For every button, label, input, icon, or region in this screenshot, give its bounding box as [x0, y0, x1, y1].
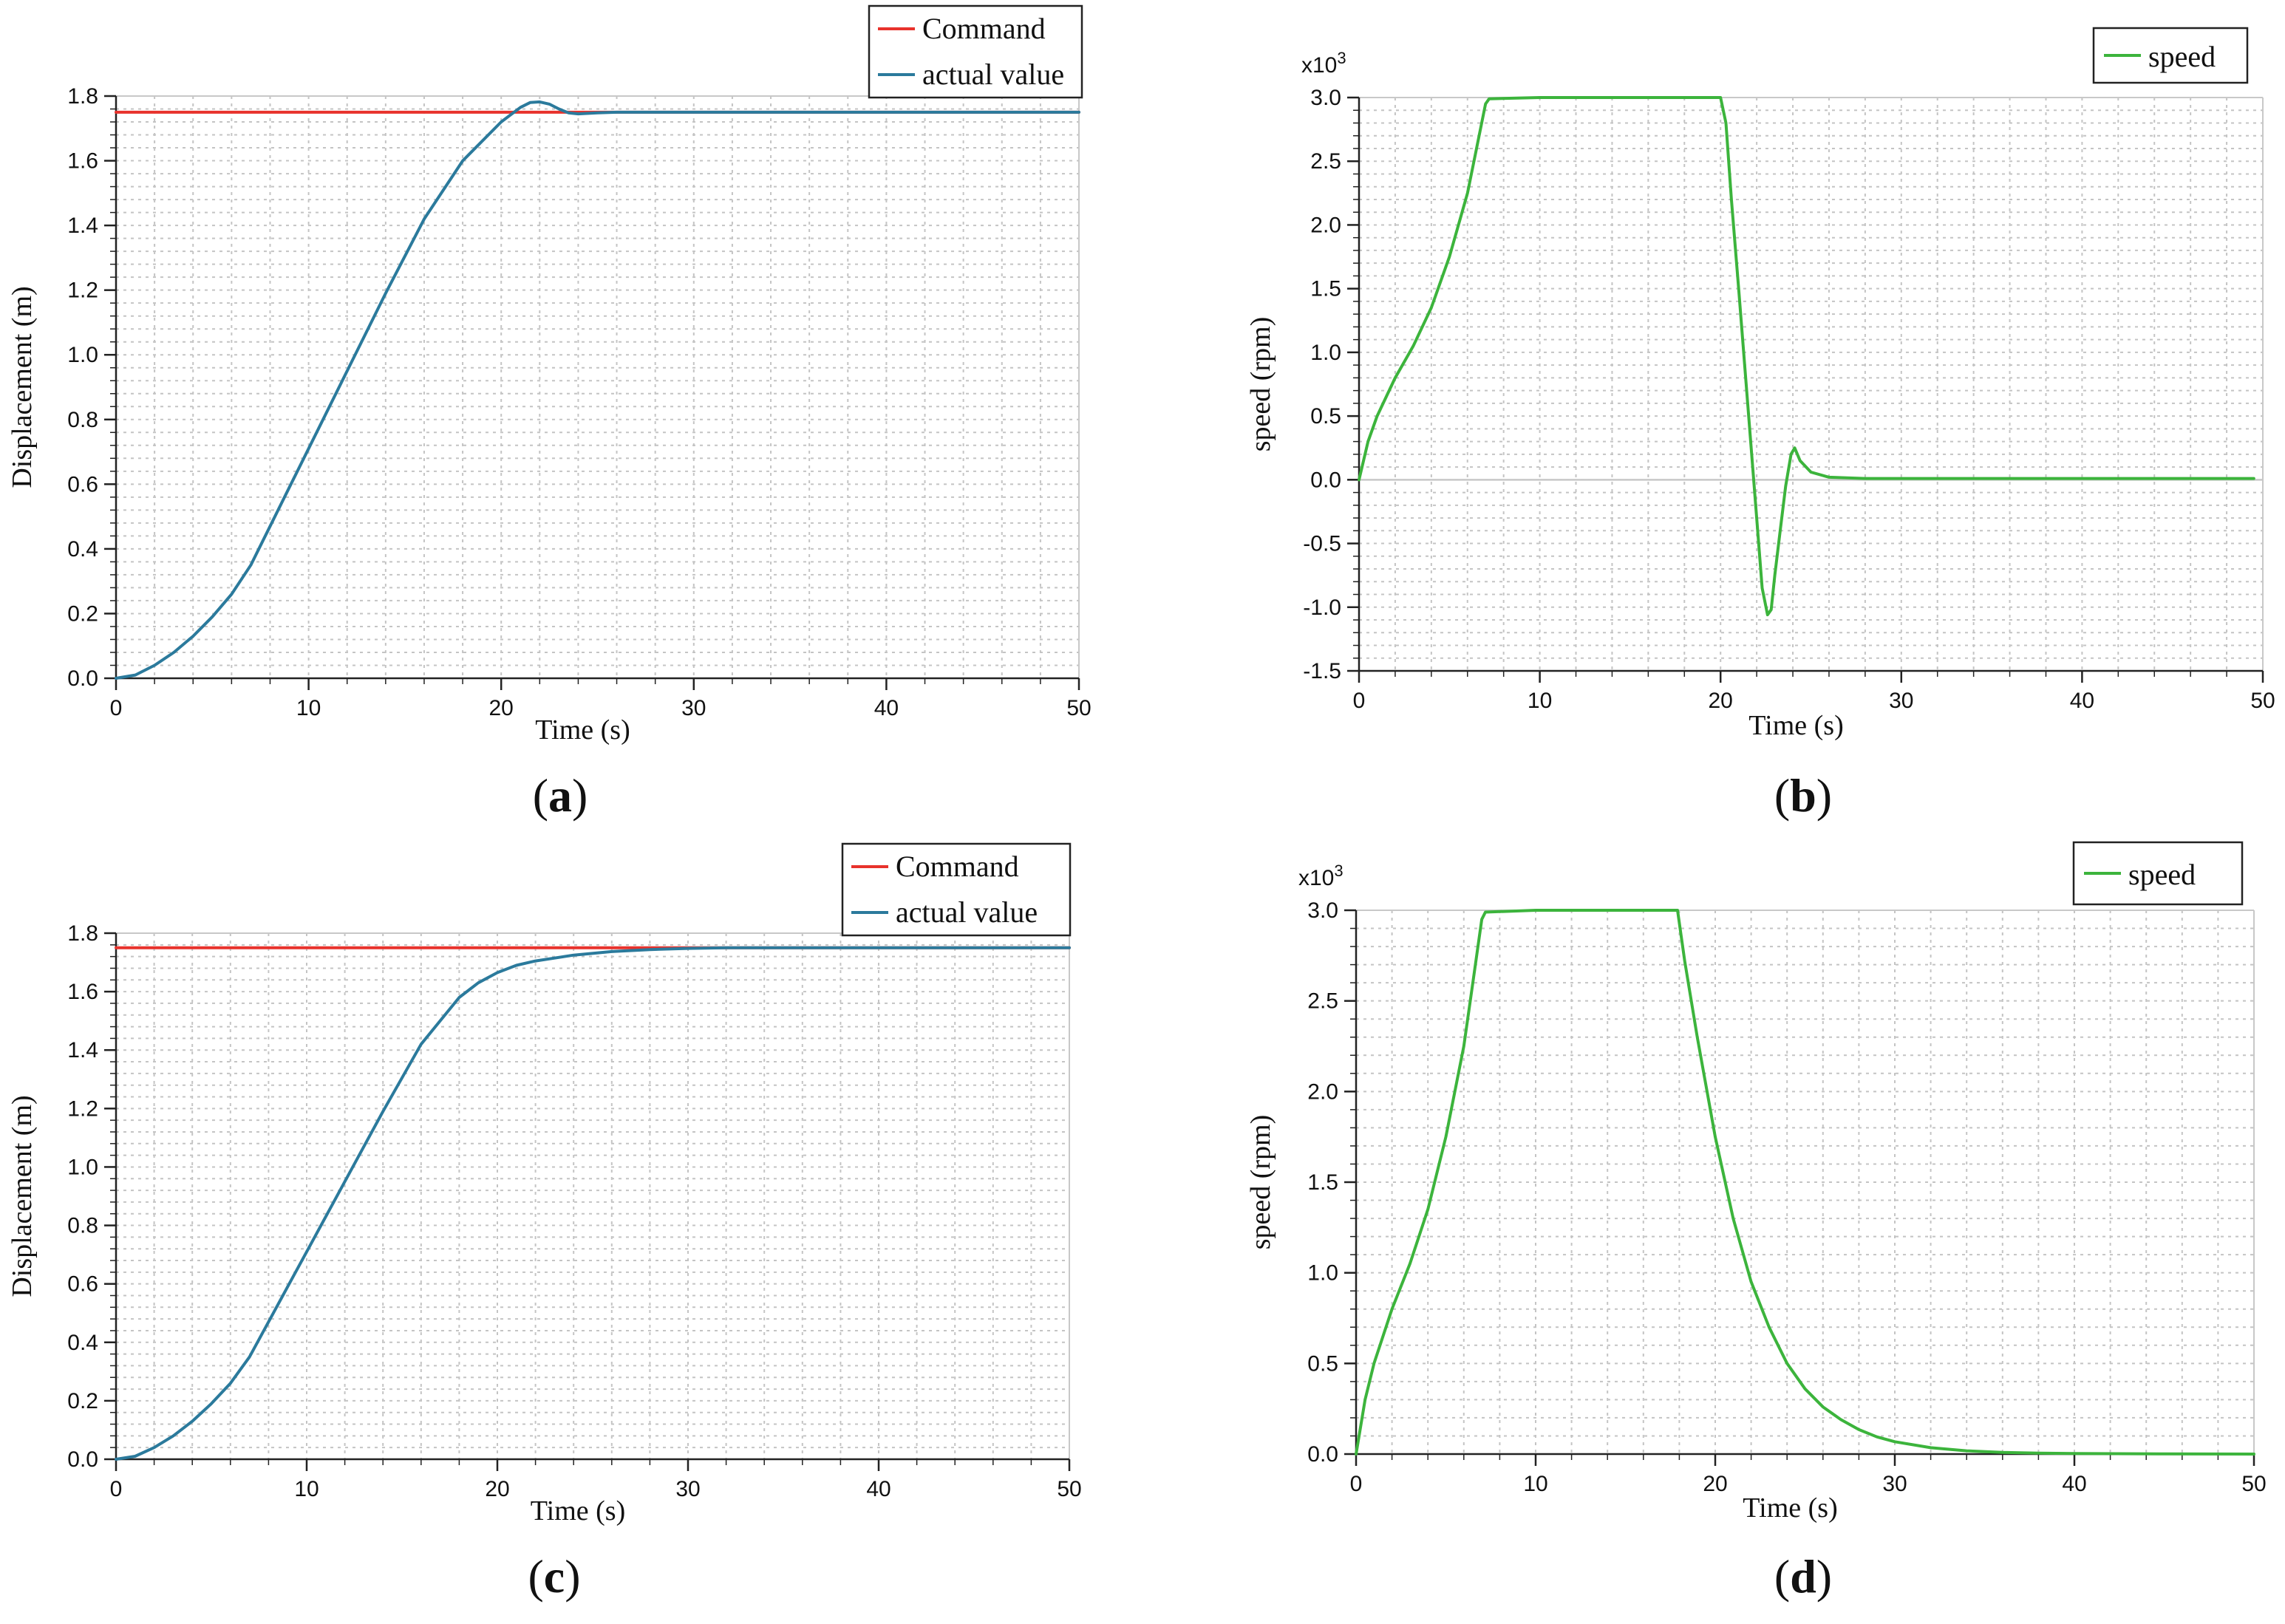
legend-label: Command [896, 850, 1019, 883]
legend-label: actual value [922, 58, 1064, 91]
subfigure-caption: (b) [1774, 769, 1832, 822]
y-tick-label: 0.0 [1307, 1442, 1338, 1467]
x-tick-label: 40 [2062, 1472, 2086, 1496]
x-tick-label: 10 [296, 696, 321, 720]
y-tick-label: 3.0 [1310, 86, 1341, 110]
series-line-actual-value [115, 100, 1080, 680]
y-tick-label: 1.4 [67, 214, 98, 238]
legend-box [2072, 841, 2244, 906]
x-axis-label: Time (s) [1748, 710, 1843, 741]
y-axis-label: speed (rpm) [1245, 317, 1276, 452]
y-tick-label: 0.6 [67, 1272, 98, 1297]
subfigure-caption: (c) [528, 1550, 580, 1603]
x-tick-label: 50 [1066, 696, 1091, 720]
legend-label: actual value [896, 895, 1038, 929]
y-tick-label: -1.0 [1303, 596, 1341, 620]
y-tick-label: 1.0 [67, 343, 98, 367]
y-tick-label: 1.5 [1307, 1170, 1338, 1195]
y-tick-label: 0.4 [67, 537, 98, 562]
x-tick-label: 50 [2250, 689, 2275, 713]
y-tick-label: 1.0 [1310, 341, 1341, 365]
y-scale-label: x103 [1301, 49, 1346, 78]
x-tick-label: 30 [675, 1477, 700, 1501]
subfigure-caption: (a) [533, 769, 588, 822]
x-axis-label: Time (s) [1743, 1492, 1837, 1524]
x-tick-label: 0 [110, 696, 123, 720]
y-axis-label: speed (rpm) [1245, 1115, 1276, 1250]
y-tick-label: 1.4 [67, 1038, 98, 1062]
series-line-speed [1358, 96, 2255, 617]
x-tick-label: 10 [1528, 689, 1552, 713]
x-tick-label: 20 [1709, 689, 1733, 713]
legend: Command actual value [841, 842, 1072, 937]
series-line-actual-value [115, 946, 1071, 1461]
y-tick-label: 2.5 [1307, 989, 1338, 1014]
legend: speed [2092, 27, 2249, 84]
y-tick-label: 1.0 [1307, 1261, 1338, 1286]
y-tick-label: -1.5 [1303, 659, 1341, 683]
y-tick-label: 2.0 [1310, 213, 1341, 237]
y-tick-label: 3.0 [1307, 898, 1338, 923]
y-tick-label: 0.0 [1310, 468, 1341, 492]
x-tick-label: 40 [2070, 689, 2094, 713]
legend: Command actual value [868, 4, 1083, 99]
x-tick-label: 40 [874, 696, 899, 720]
x-tick-label: 30 [1889, 689, 1913, 713]
y-tick-label: -0.5 [1303, 532, 1341, 556]
y-tick-label: 2.5 [1310, 149, 1341, 174]
x-tick-label: 10 [294, 1477, 319, 1501]
x-axis-label: Time (s) [531, 1495, 625, 1526]
legend: speed [2072, 841, 2244, 906]
x-tick-label: 50 [2241, 1472, 2266, 1496]
y-tick-label: 0.0 [67, 1447, 98, 1472]
y-tick-label: 0.8 [67, 408, 98, 432]
y-tick-label: 1.6 [67, 980, 98, 1004]
x-tick-label: 50 [1057, 1477, 1081, 1501]
x-tick-label: 40 [866, 1477, 890, 1501]
y-axis-label: Displacement (m) [7, 286, 38, 488]
legend-label: Command [922, 12, 1046, 45]
x-tick-label: 20 [485, 1477, 509, 1501]
y-tick-label: 0.2 [67, 1389, 98, 1413]
x-tick-label: 0 [1350, 1472, 1363, 1496]
x-tick-label: 30 [681, 696, 706, 720]
chart-panel-d: 0 10 20 30 40 50 0.0 0.5 1.0 1.5 2.0 2.5 3.0 x103 Time… [1245, 841, 2267, 1603]
y-tick-label: 1.5 [1310, 277, 1341, 301]
legend-box [841, 842, 1072, 937]
y-tick-label: 1.6 [67, 149, 98, 174]
legend-label: speed [2128, 858, 2196, 891]
y-tick-label: 0.6 [67, 472, 98, 497]
subfigure-caption: (d) [1774, 1550, 1832, 1603]
chart-panel-a: 0 10 20 30 40 50 0.0 0.2 0.4 0.6 0.8 1.0 1.2 1.4 1.6 1.… [7, 4, 1092, 822]
y-scale-label: x103 [1298, 862, 1344, 890]
y-tick-label: 2.0 [1307, 1079, 1338, 1104]
x-tick-label: 10 [1523, 1472, 1547, 1496]
y-tick-label: 0.4 [67, 1331, 98, 1355]
y-tick-label: 1.8 [67, 921, 98, 946]
x-tick-label: 0 [110, 1477, 123, 1501]
y-tick-label: 0.2 [67, 601, 98, 626]
x-tick-label: 0 [1353, 689, 1366, 713]
y-axis-label: Displacement (m) [7, 1095, 38, 1297]
y-tick-label: 1.8 [67, 84, 98, 109]
series-line-speed [1355, 909, 2255, 1456]
x-tick-label: 30 [1882, 1472, 1907, 1496]
y-tick-label: 0.5 [1307, 1351, 1338, 1376]
legend-box [868, 4, 1083, 99]
y-tick-label: 1.2 [67, 1096, 98, 1121]
x-axis-label: Time (s) [535, 714, 630, 746]
chart-panel-b: 0 10 20 30 40 50 -1.5 -1.0 -0.5 0.0 0.5 1.0 1.5 2.0 2.… [1245, 27, 2275, 822]
y-tick-label: 1.2 [67, 279, 98, 303]
chart-panel-c: 0 10 20 30 40 50 0.0 0.2 0.4 0.6 0.8 1.0 1.2 1.4 1.6 1.… [7, 842, 1082, 1603]
y-tick-label: 0.0 [67, 666, 98, 691]
x-tick-label: 20 [489, 696, 514, 720]
y-tick-label: 0.5 [1310, 404, 1341, 429]
y-tick-label: 1.0 [67, 1155, 98, 1179]
legend-label: speed [2148, 40, 2216, 73]
x-tick-label: 20 [1703, 1472, 1727, 1496]
y-tick-label: 0.8 [67, 1214, 98, 1238]
